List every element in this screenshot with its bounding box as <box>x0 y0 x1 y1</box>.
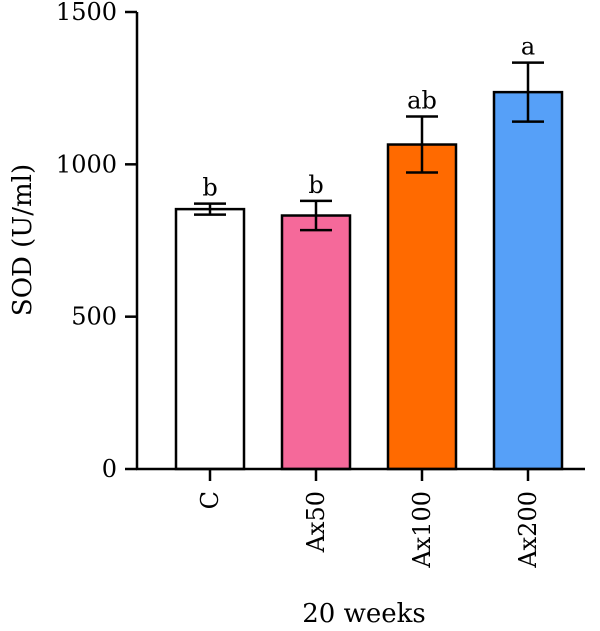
x-tick-label: Ax100 <box>408 491 436 569</box>
significance-label: a <box>521 33 535 61</box>
bar-ax100 <box>386 143 458 471</box>
x-axis-title: 20 weeks <box>302 599 425 629</box>
x-tick-label: Ax200 <box>514 491 542 569</box>
y-tick-label: 0 <box>102 455 117 483</box>
y-ticks-group: 0 500 1000 1500 <box>56 0 137 483</box>
bar-ax200 <box>492 90 564 471</box>
bar-c <box>174 207 246 471</box>
y-tick-label: 500 <box>71 303 117 331</box>
bars-group <box>174 90 564 471</box>
error-bars-group <box>194 61 544 232</box>
y-tick-label: 1000 <box>56 150 117 178</box>
x-tick-label: Ax50 <box>302 491 330 553</box>
significance-label: b <box>202 174 217 202</box>
x-ticks-group: C Ax50 Ax100 Ax200 <box>196 469 542 569</box>
y-tick-label: 1500 <box>56 0 117 26</box>
significance-labels-group: b b ab a <box>202 33 535 202</box>
significance-label: ab <box>407 87 437 115</box>
significance-label: b <box>308 171 323 199</box>
x-tick-label: C <box>196 491 224 509</box>
bar-ax50 <box>280 214 352 471</box>
y-axis-title: SOD (U/ml) <box>8 164 38 316</box>
